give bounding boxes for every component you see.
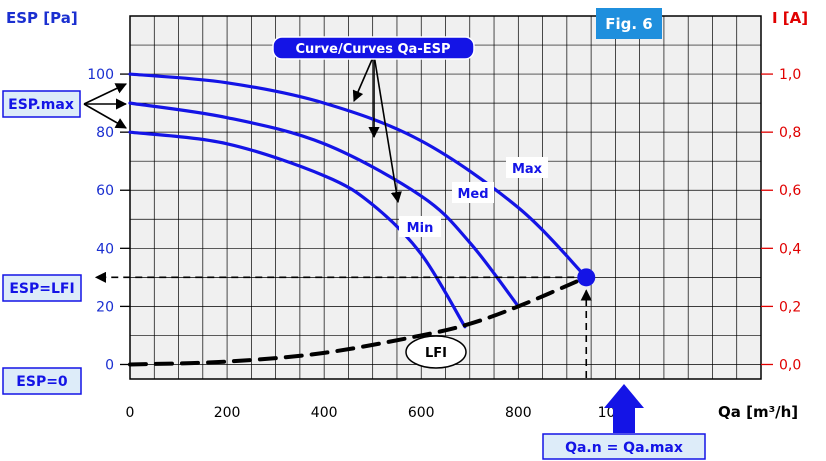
y2-tick-label: 0,4 [779, 241, 801, 257]
y-tick-label: 100 [87, 67, 114, 83]
series-group: Max Med Min LFI [128, 72, 589, 369]
x-tick-label: 0 [126, 405, 135, 421]
qa-n-box [542, 433, 706, 460]
arrow-curve-min [373, 54, 402, 204]
operating-point-marker [577, 268, 596, 287]
series-min-label-box [399, 216, 441, 237]
esp-lfi-box [2, 274, 82, 302]
series-med-line [128, 101, 520, 308]
qa-max-up-arrow [604, 384, 644, 433]
y-tick-label: 60 [96, 183, 114, 199]
y-tick-label: 40 [96, 241, 114, 257]
series-max-line [128, 72, 588, 279]
x-tick-label: 200 [214, 405, 241, 421]
curves-callout-box [272, 36, 475, 60]
x-tick-label: 600 [408, 405, 435, 421]
y-tick-label: 80 [96, 125, 114, 141]
x-tick-label: 800 [505, 405, 532, 421]
series-max-label: Max [512, 162, 543, 177]
series-min-label: Min [407, 221, 434, 236]
x-axis-title: Qa [m³/h] [718, 403, 798, 421]
y2-tick-label: 0,0 [779, 357, 801, 373]
series-lfi-line [128, 275, 589, 367]
y-tick-label: 0 [105, 357, 114, 373]
x-tick-label: 400 [311, 405, 338, 421]
arrow-esp-max-3 [83, 103, 127, 129]
series-lfi-label-box [405, 335, 467, 369]
curves-callout: Curve/Curves Qa-ESP [296, 42, 451, 57]
series-min-line [128, 130, 467, 329]
figure-label-box [596, 8, 662, 39]
y2-tick-label: 0,2 [779, 299, 801, 315]
esp-zero-label: ESP=0 [16, 374, 68, 390]
y-axis-title: ESP [Pa] [6, 9, 78, 27]
figure-label: Fig. 6 [605, 15, 652, 33]
esp-zero-box [2, 367, 82, 395]
arrow-curve-max [352, 54, 375, 103]
axis-ticks: 0 0,0 20 0,2 40 0,4 60 0,6 80 0,8 100 1,0 0 200 400 600… [87, 67, 801, 421]
grid-lines [130, 16, 761, 379]
esp-lfi-label: ESP=LFI [9, 281, 74, 297]
y2-tick-label: 1,0 [779, 67, 801, 83]
qa-n-label: Qa.n = Qa.max [565, 440, 683, 456]
y-tick-label: 20 [96, 299, 114, 315]
y2-tick-label: 0,8 [779, 125, 801, 141]
series-lfi-label: LFI [425, 346, 447, 361]
callout-arrows [83, 54, 402, 204]
esp-max-box [2, 90, 81, 118]
esp-max-label: ESP.max [8, 97, 74, 113]
y2-axis-title: I [A] [772, 9, 808, 27]
series-max-label-box [506, 157, 548, 178]
arrow-esp-max-1 [83, 83, 128, 105]
y2-tick-label: 0,6 [779, 183, 801, 199]
operating-point-guides [94, 268, 596, 378]
series-med-label: Med [457, 187, 488, 202]
series-med-label-box [452, 182, 494, 203]
